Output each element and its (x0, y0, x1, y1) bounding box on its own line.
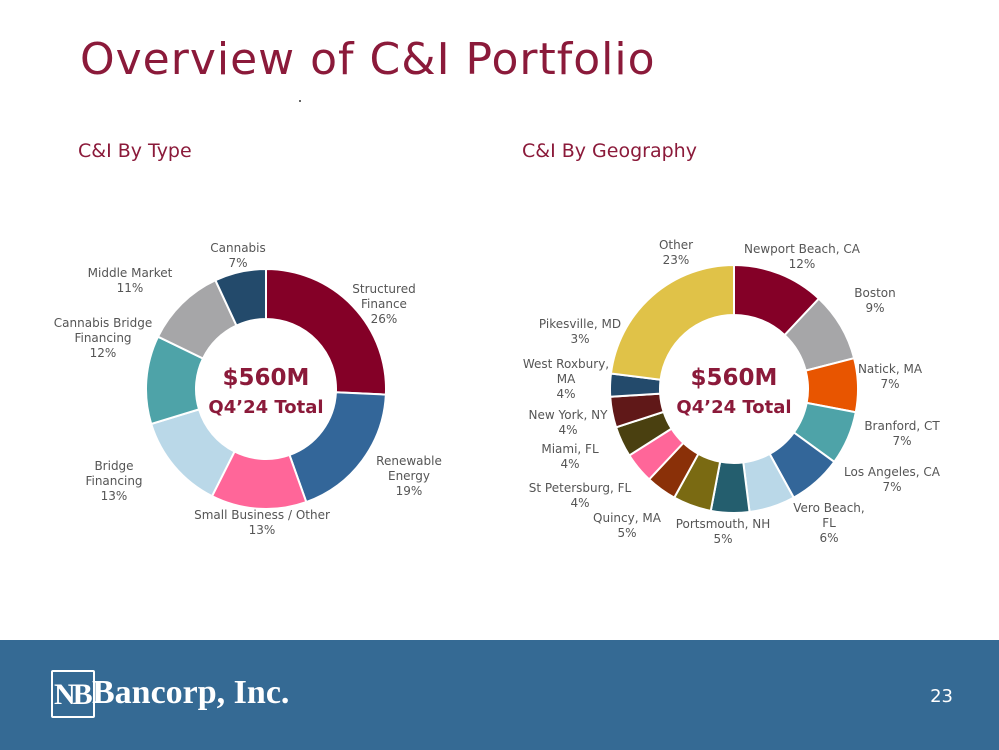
page-title: Overview of C&I Portfolio (80, 34, 656, 85)
data-label-renewable-energy: Renewable Energy 19% (376, 454, 442, 498)
footer-bar (0, 640, 999, 750)
data-label-new-york-ny: New York, NY 4% (529, 408, 609, 437)
data-label-los-angeles-ca: Los Angeles, CA 7% (844, 465, 941, 494)
data-label-newport-beach-ca: Newport Beach, CA 12% (744, 242, 861, 271)
chart-title-by-geography: C&I By Geography (522, 140, 697, 162)
center-total-value: $560M (691, 365, 778, 391)
data-label-bridge-financing: Bridge Financing 13% (85, 459, 142, 503)
data-label-quincy-ma: Quincy, MA 5% (593, 511, 662, 540)
data-label-branford-ct: Branford, CT 7% (864, 419, 940, 448)
data-label-miami-fl: Miami, FL 4% (541, 442, 599, 471)
decorative-dot (299, 100, 301, 102)
center-total-label: Q4’24 Total (208, 397, 323, 418)
data-label-st-petersburg-fl: St Petersburg, FL 4% (529, 481, 632, 510)
data-label-west-roxbury-ma: West Roxbury, MA 4% (523, 357, 609, 401)
data-label-small-business-other: Small Business / Other 13% (194, 508, 330, 537)
company-logo-text: Bancorp, Inc. (92, 674, 290, 711)
slice-cannabis (214, 267, 267, 327)
center-total-value: $560M (223, 365, 310, 391)
page-number: 23 (930, 686, 953, 707)
data-label-structured-finance: Structured Finance 26% (352, 282, 415, 326)
donut-chart-by-geography: Newport Beach, CA 12% Boston 9% Natick, MA 7%… (523, 238, 941, 546)
slice-other (609, 263, 735, 381)
data-label-portsmouth-nh: Portsmouth, NH 5% (676, 517, 771, 546)
slice-structured-finance (265, 267, 387, 396)
data-label-vero-beach-fl: Vero Beach, FL 6% (793, 501, 864, 545)
data-label-other: Other 23% (659, 238, 693, 267)
data-label-middle-market: Middle Market 11% (88, 266, 173, 295)
data-label-pikesville-md: Pikesville, MD 3% (539, 317, 621, 346)
logo-box (51, 670, 95, 718)
data-label-natick-ma: Natick, MA 7% (858, 362, 923, 391)
donut-chart-by-type: Structured Finance 26% Renewable Energy 19% Sm… (54, 241, 442, 537)
center-total-label: Q4’24 Total (676, 397, 791, 418)
chart-title-by-type: C&I By Type (78, 140, 192, 162)
data-label-cannabis-bridge-financing: Cannabis Bridge Financing 12% (54, 316, 152, 360)
data-label-boston: Boston 9% (854, 286, 895, 315)
logo-mark: NB (54, 678, 93, 711)
data-label-cannabis: Cannabis 7% (210, 241, 266, 270)
